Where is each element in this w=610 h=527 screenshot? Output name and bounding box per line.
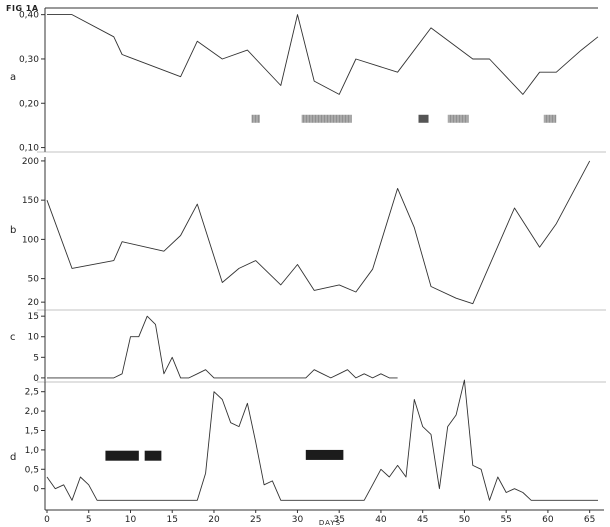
x-tick-label: 20 (208, 515, 220, 525)
series-line-d (46, 379, 598, 501)
y-tick-label-c: 0 (33, 374, 39, 384)
x-axis: 0 5 10 15 20 25 30 35 40 45 50 55 60 65 (44, 509, 604, 525)
panel-b: 20 50 100 150 200 b (10, 157, 606, 311)
y-tick-label-d: 2,0 (25, 407, 40, 417)
x-tick-label: 30 (292, 515, 304, 525)
panel-a: 0,10 0,20 0,30 0,40 a (10, 7, 606, 154)
y-tick-label-b: 50 (28, 275, 40, 285)
x-tick-label: 40 (375, 515, 387, 525)
y-tick-label-d: 1,5 (25, 426, 39, 436)
treatment-bar-d (144, 450, 162, 461)
y-tick-label-a: 0,20 (19, 99, 39, 109)
x-tick-label: 0 (44, 515, 50, 525)
x-tick-label: 65 (584, 515, 595, 525)
treatment-bar-d (105, 450, 139, 461)
y-tick-label-b: 150 (22, 196, 39, 206)
x-tick-label: 5 (86, 515, 92, 525)
figure-title: FIG 1A (6, 4, 39, 13)
y-tick-label-d: 1,0 (25, 446, 40, 456)
y-tick-label-a: 0,30 (19, 55, 39, 65)
treatment-bar-a (251, 114, 260, 123)
x-tick-label: 55 (500, 515, 511, 525)
panel-label-b: b (10, 225, 16, 236)
x-tick-label: 25 (250, 515, 261, 525)
y-tick-label-d: 2,5 (25, 388, 39, 398)
y-tick-label-c: 15 (28, 312, 39, 322)
x-tick-label: 45 (417, 515, 428, 525)
x-tick-label: 60 (542, 515, 554, 525)
treatment-bar-a (418, 114, 429, 123)
treatment-bar-a (543, 114, 557, 123)
x-tick-label: 15 (167, 515, 178, 525)
treatment-bar-d (305, 449, 344, 460)
x-tick-label: 50 (459, 515, 471, 525)
y-tick-label-d: 0 (33, 485, 39, 495)
y-tick-label-b: 100 (22, 235, 39, 245)
series-line-c (47, 315, 398, 379)
series-line-a (47, 14, 599, 95)
x-tick-label: 35 (333, 515, 344, 525)
y-tick-label-d: 0,5 (25, 465, 39, 475)
y-tick-label-a: 0,40 (19, 11, 39, 21)
y-tick-label-b: 20 (28, 298, 40, 308)
y-tick-label-c: 5 (33, 353, 39, 363)
panel-d: 0 0,5 1,0 1,5 2,0 2,5 d (10, 379, 598, 510)
x-axis-label: DAYS (319, 519, 341, 527)
y-tick-label-c: 10 (28, 333, 40, 343)
panel-label-a: a (10, 72, 16, 83)
panel-label-d: d (10, 452, 16, 463)
y-tick-label-b: 200 (22, 157, 39, 167)
panel-label-c: c (10, 332, 16, 343)
panel-c: 0 5 10 15 c (10, 310, 606, 384)
y-tick-label-a: 0,10 (19, 144, 39, 154)
x-tick-label: 10 (125, 515, 137, 525)
treatment-bar-a (301, 114, 352, 123)
series-line-b (46, 160, 591, 305)
treatment-bar-a (447, 114, 469, 123)
